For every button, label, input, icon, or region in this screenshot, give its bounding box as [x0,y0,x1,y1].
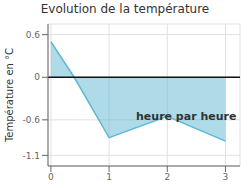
svg-text:-1.1: -1.1 [22,151,40,161]
svg-text:3: 3 [223,172,229,182]
svg-text:1: 1 [106,172,112,182]
html-text:heure par heure: heure par heure [136,109,237,123]
svg-text:0.6: 0.6 [26,30,41,40]
svg-text:2: 2 [164,172,170,182]
svg-text:-0.6: -0.6 [22,115,40,125]
svg-text:Température en °C: Température en °C [8,48,15,143]
svg-text:0: 0 [48,172,54,182]
svg-text:0: 0 [34,72,40,82]
html-text:Evolution de la température: Evolution de la température [40,2,210,16]
